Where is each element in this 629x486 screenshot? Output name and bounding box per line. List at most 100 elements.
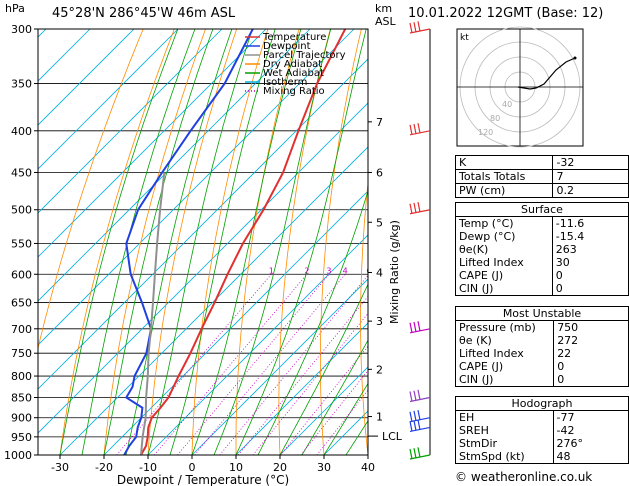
legend-label: Isotherm	[263, 77, 307, 88]
wet-adiabat	[235, 29, 367, 455]
dry-adiabat	[235, 29, 300, 455]
isotherm-line	[235, 322, 368, 455]
wind-barb-flag	[413, 22, 417, 33]
parcel-trajectory-line	[140, 172, 166, 455]
index-value: 30	[551, 256, 629, 269]
legend-label: Mixing Ratio	[263, 86, 325, 97]
hodograph-ring-label: 80	[490, 114, 500, 123]
index-label: Temp (°C)	[455, 216, 553, 230]
temperature-tick-label: 30	[317, 461, 331, 474]
temperature-tick-label: -20	[95, 461, 113, 474]
height-unit-km: km	[375, 2, 393, 15]
legend-label: Parcel Trajectory	[263, 50, 346, 61]
station-location: 45°28'N 286°45'W 46m ASL	[52, 6, 236, 21]
wet-adiabat	[81, 29, 196, 455]
height-tick-label: 7	[376, 116, 383, 129]
hodograph-table: Hodograph EH -77 SREH -42 StmDir 276° StmSpd (k…	[455, 396, 629, 464]
wind-barb-flag	[413, 448, 417, 459]
hodograph-table-title: Hodograph	[455, 396, 629, 411]
wind-barb-flag	[417, 202, 421, 213]
wind-barb-flag	[409, 124, 413, 135]
wind-barb-flag	[417, 123, 421, 134]
isotherm-line	[38, 29, 135, 126]
pw-value: 0.2	[552, 183, 629, 198]
pressure-tick-label: 300	[11, 23, 32, 36]
wet-adiabat	[103, 29, 214, 455]
index-value: 0	[551, 269, 629, 282]
isotherm-line	[38, 58, 368, 390]
temperature-line	[140, 29, 347, 455]
index-value: 750	[553, 320, 629, 334]
index-value: -15.4	[551, 230, 629, 243]
hodograph-trace	[517, 57, 576, 90]
isotherm-line	[38, 29, 223, 214]
k-index-value: -32	[552, 155, 629, 170]
pressure-tick-label: 800	[11, 370, 32, 383]
mixing-ratio-label: 3	[326, 266, 331, 275]
mixing-ratio-label: 4	[343, 266, 348, 275]
wind-barb-flag	[413, 123, 417, 135]
wind-barb-flag	[413, 420, 417, 431]
k-index-label: K	[454, 155, 554, 170]
wind-barb-flag	[417, 419, 421, 430]
height-tick-label: 4	[376, 266, 383, 279]
mixing-ratio-label: 1	[269, 266, 274, 275]
wind-barb-flag	[413, 410, 417, 422]
pw-label: PW (cm)	[454, 183, 554, 198]
height-unit-label: km ASL	[375, 2, 396, 28]
index-value: 22	[553, 347, 629, 360]
pressure-tick-label: 950	[11, 431, 32, 444]
isotherm-line	[59, 146, 368, 455]
temperature-tick-label: 0	[189, 461, 196, 474]
dry-adiabat	[59, 29, 175, 455]
index-label: CIN (J)	[455, 282, 553, 296]
wind-barb-flag	[413, 390, 417, 401]
mixing-ratio-label: 6	[366, 266, 371, 275]
height-tick-label: 3	[376, 315, 383, 328]
index-value: 0	[553, 373, 629, 387]
mixing-ratio-line	[237, 295, 368, 455]
isotherm-line	[38, 29, 311, 302]
pressure-tick-label: 1000	[4, 449, 32, 462]
index-label: StmDir	[455, 437, 554, 450]
mixing-ratio-label: 2	[304, 266, 309, 275]
isotherm-line	[38, 102, 368, 434]
index-label: CAPE (J)	[455, 269, 553, 282]
dry-adiabat	[147, 29, 238, 455]
isotherm-line	[279, 366, 368, 455]
wind-barb-flag	[417, 410, 421, 421]
pressure-tick-label: 700	[11, 323, 32, 336]
hodograph-ring-label: 120	[478, 128, 493, 137]
wet-adiabat	[257, 189, 368, 455]
totals-totals-value: 7	[552, 169, 629, 184]
index-label: Dewp (°C)	[455, 230, 553, 243]
index-label: Lifted Index	[454, 347, 555, 360]
totals-totals-label: Totals Totals	[454, 169, 554, 184]
isotherm-line	[191, 278, 368, 455]
wind-barb-flag	[413, 202, 417, 214]
wind-barb-flag	[417, 21, 421, 32]
isotherm-line	[147, 234, 368, 455]
wet-adiabat	[169, 29, 276, 455]
isotherm-line	[38, 29, 179, 170]
most-unstable-title: Most Unstable	[455, 306, 629, 321]
wet-adiabat	[279, 283, 368, 455]
legend-label: Wet Adiabat	[263, 68, 324, 79]
wind-barb-flag	[409, 203, 413, 214]
dry-adiabat	[400, 29, 424, 455]
plot-frame	[37, 28, 369, 456]
pressure-unit-label: hPa	[5, 2, 25, 15]
wet-adiabat	[59, 29, 179, 455]
mixing-ratio-line	[219, 274, 368, 455]
legend-label: Temperature	[262, 32, 326, 43]
hodograph-endpoint	[573, 56, 577, 60]
wind-barb-flag	[417, 321, 421, 332]
wind-barb-flag	[409, 391, 413, 402]
wet-adiabat	[323, 382, 368, 455]
dry-adiabat	[191, 29, 269, 455]
index-value: 0	[553, 360, 629, 373]
legend-label: Dewpoint	[263, 41, 311, 52]
pressure-tick-label: 550	[11, 237, 32, 250]
